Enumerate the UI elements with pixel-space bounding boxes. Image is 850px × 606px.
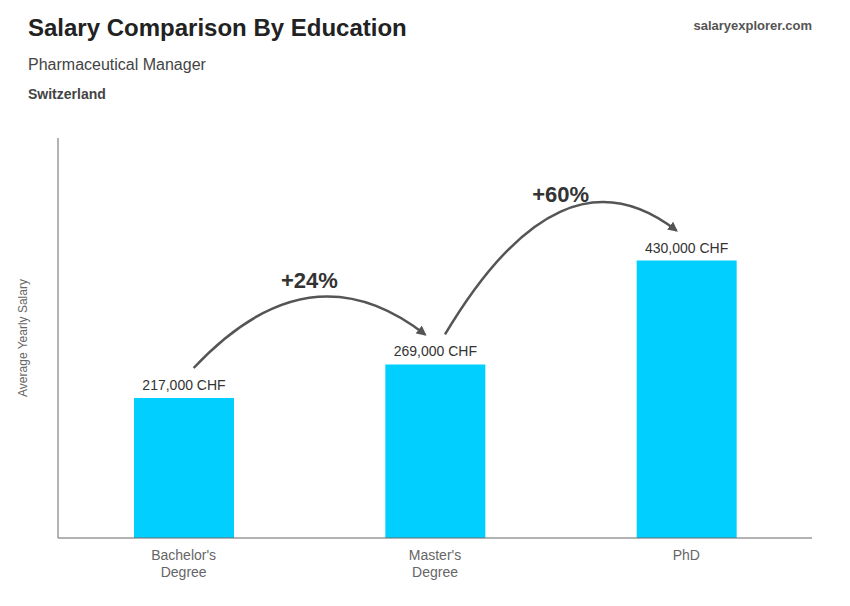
svg-text:Average Yearly Salary: Average Yearly Salary [16,279,30,397]
svg-text:269,000 CHF: 269,000 CHF [394,343,477,359]
html-text:Salary Comparison By Education: Salary Comparison By Education [28,14,407,41]
svg-text:+24%: +24% [281,268,338,293]
svg-text:217,000 CHF: 217,000 CHF [142,377,225,393]
svg-text:Bachelor'sDegree: Bachelor'sDegree [151,547,216,580]
svg-text:430,000 CHF: 430,000 CHF [645,240,728,256]
svg-text:+60%: +60% [532,182,589,207]
html-text:Switzerland: Switzerland [28,86,106,102]
html-text:salaryexplorer.com: salaryexplorer.com [693,18,812,33]
html-text:Pharmaceutical Manager: Pharmaceutical Manager [28,56,206,73]
svg-text:PhD: PhD [673,547,700,563]
svg-text:Master'sDegree: Master'sDegree [409,547,461,580]
